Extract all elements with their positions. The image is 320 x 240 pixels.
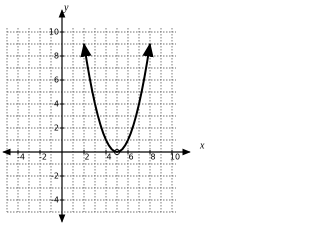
y-tick-label: -2 xyxy=(51,172,59,181)
grid xyxy=(6,28,176,213)
y-tick-label: 8 xyxy=(54,52,59,61)
y-tick-label: 2 xyxy=(54,124,59,133)
y-tick-label: -4 xyxy=(51,196,59,205)
x-tick-label: 2 xyxy=(84,153,89,162)
x-tick-label: 6 xyxy=(128,153,133,162)
y-tick-label: 4 xyxy=(54,100,59,109)
x-tick-label: 10 xyxy=(170,153,180,162)
chart: x y -4 -2 2 4 6 8 10 -4 -2 2 4 6 8 10 xyxy=(2,2,205,223)
curve xyxy=(80,42,154,154)
vertex-point xyxy=(114,149,120,155)
x-tick-label: 4 xyxy=(106,153,111,162)
y-tick-label: 10 xyxy=(49,28,59,37)
x-tick-label: -2 xyxy=(39,153,47,162)
x-axis-label: x xyxy=(199,140,205,151)
y-tick-label: 6 xyxy=(54,76,59,85)
x-tick-label: -4 xyxy=(17,153,25,162)
y-axis-label: y xyxy=(63,2,69,13)
x-tick-label: 8 xyxy=(150,153,155,162)
